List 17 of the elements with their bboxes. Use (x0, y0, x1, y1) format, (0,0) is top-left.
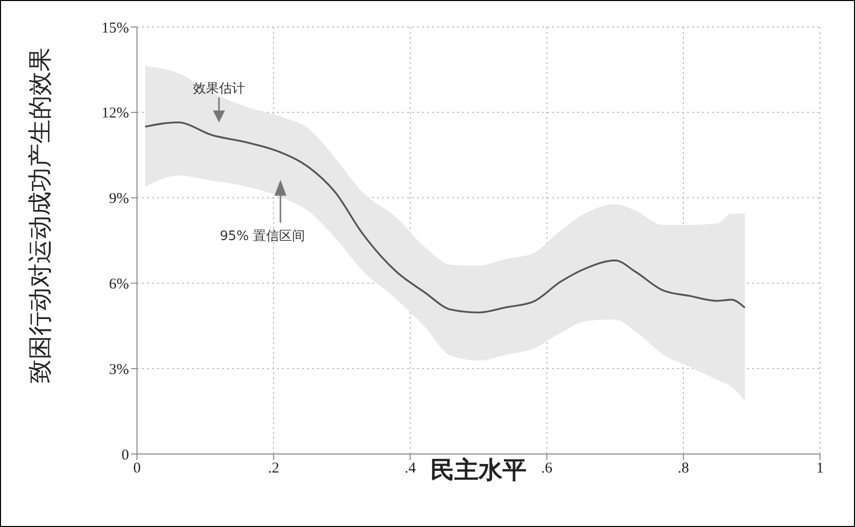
y-tick-label: 0 (122, 447, 129, 464)
x-tick-label: .4 (404, 460, 416, 477)
y-axis-title: 致困行动对运动成功产生的效果 (26, 48, 54, 384)
y-tick-label: 15% (102, 20, 129, 36)
x-tick-label: .6 (541, 460, 553, 477)
x-tick-label: .8 (678, 460, 690, 477)
annotation: 95% 置信区间 (220, 228, 305, 244)
y-tick-label: 12% (102, 106, 129, 122)
x-tick-label: .2 (268, 460, 280, 477)
y-tick-label: 6% (109, 276, 129, 293)
line-series (144, 121, 746, 314)
x-axis-title: 民主水平 (430, 456, 526, 484)
y-tick-label: 9% (109, 191, 129, 208)
x-tick-label: 0 (133, 460, 141, 477)
x-tick-label: 1 (816, 460, 824, 477)
y-tick-label: 3% (109, 362, 129, 378)
annotation: 效果估计 (192, 82, 245, 97)
